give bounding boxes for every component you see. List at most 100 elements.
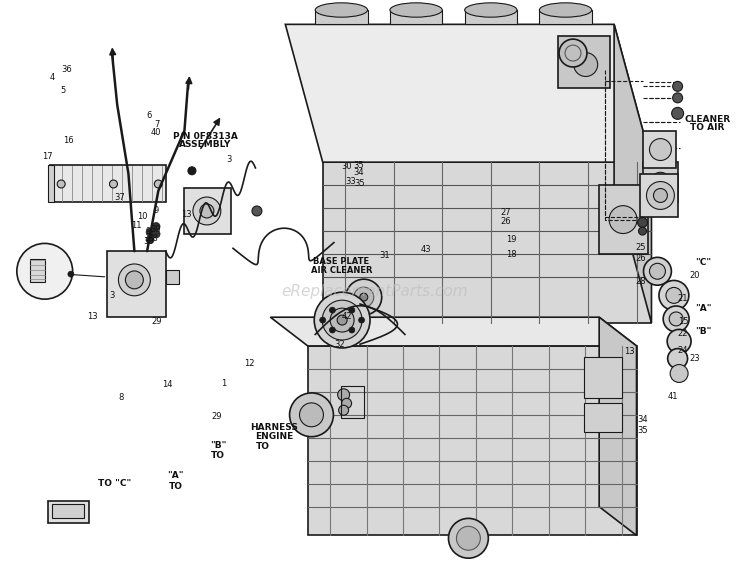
Text: 6: 6 bbox=[147, 111, 152, 119]
Text: TO: TO bbox=[256, 442, 270, 451]
Circle shape bbox=[609, 205, 637, 234]
Text: 13: 13 bbox=[87, 312, 98, 321]
Circle shape bbox=[349, 307, 355, 313]
Polygon shape bbox=[614, 24, 652, 323]
Text: 37: 37 bbox=[114, 193, 125, 203]
Text: 41: 41 bbox=[668, 392, 678, 401]
Text: P/N 0F8313A: P/N 0F8313A bbox=[173, 132, 238, 141]
Circle shape bbox=[152, 230, 160, 238]
Text: 11: 11 bbox=[130, 221, 141, 230]
Circle shape bbox=[320, 317, 326, 323]
Text: 33: 33 bbox=[346, 177, 356, 186]
Text: 21: 21 bbox=[677, 294, 688, 304]
Polygon shape bbox=[285, 24, 652, 162]
Circle shape bbox=[457, 526, 480, 550]
Circle shape bbox=[638, 218, 647, 227]
Text: TO: TO bbox=[211, 451, 225, 459]
Polygon shape bbox=[308, 346, 637, 535]
Circle shape bbox=[638, 227, 646, 235]
Text: 5: 5 bbox=[60, 86, 65, 95]
Bar bbox=[50, 165, 166, 203]
Bar bbox=[584, 403, 622, 432]
Text: "B": "B" bbox=[210, 441, 226, 449]
Text: 39: 39 bbox=[151, 225, 161, 234]
Bar bbox=[48, 501, 88, 523]
Circle shape bbox=[663, 306, 689, 332]
Text: 32: 32 bbox=[334, 340, 345, 349]
Text: 30: 30 bbox=[341, 162, 352, 171]
Polygon shape bbox=[322, 162, 652, 323]
Circle shape bbox=[330, 308, 354, 332]
Text: 34: 34 bbox=[638, 415, 648, 424]
Circle shape bbox=[146, 228, 154, 236]
Text: 23: 23 bbox=[689, 354, 700, 363]
Text: 17: 17 bbox=[43, 152, 53, 161]
Circle shape bbox=[341, 398, 352, 409]
Circle shape bbox=[559, 39, 587, 67]
Circle shape bbox=[650, 263, 665, 279]
Text: 12: 12 bbox=[244, 359, 255, 368]
Circle shape bbox=[110, 180, 118, 188]
Text: 14: 14 bbox=[162, 380, 172, 389]
Circle shape bbox=[329, 327, 335, 333]
Text: 26: 26 bbox=[500, 217, 511, 226]
Circle shape bbox=[574, 53, 598, 77]
Circle shape bbox=[154, 180, 162, 188]
Text: 26: 26 bbox=[635, 254, 646, 263]
Circle shape bbox=[290, 393, 334, 437]
Text: 10: 10 bbox=[136, 212, 147, 221]
Circle shape bbox=[188, 167, 196, 175]
Ellipse shape bbox=[315, 3, 368, 17]
Circle shape bbox=[125, 271, 143, 289]
Text: 35: 35 bbox=[353, 160, 364, 170]
Bar bbox=[166, 269, 179, 284]
Text: 40: 40 bbox=[151, 128, 161, 137]
Text: 34: 34 bbox=[353, 168, 364, 177]
Circle shape bbox=[646, 182, 674, 209]
Polygon shape bbox=[599, 317, 637, 535]
Ellipse shape bbox=[465, 3, 517, 17]
Circle shape bbox=[299, 403, 323, 427]
Circle shape bbox=[346, 279, 382, 315]
Text: TO: TO bbox=[169, 482, 182, 491]
Bar bbox=[599, 185, 648, 254]
Text: 7: 7 bbox=[154, 121, 160, 129]
Text: 3: 3 bbox=[226, 155, 232, 164]
Circle shape bbox=[448, 518, 488, 558]
Circle shape bbox=[252, 206, 262, 216]
Text: 43: 43 bbox=[421, 245, 431, 254]
Bar bbox=[643, 130, 676, 168]
Text: ASSEMBLY: ASSEMBLY bbox=[179, 140, 232, 149]
Circle shape bbox=[673, 93, 682, 103]
Circle shape bbox=[670, 365, 688, 383]
Circle shape bbox=[338, 389, 350, 400]
Polygon shape bbox=[390, 10, 442, 24]
Text: 20: 20 bbox=[689, 271, 700, 280]
Circle shape bbox=[668, 349, 688, 369]
Text: eReplacementParts.com: eReplacementParts.com bbox=[282, 284, 468, 299]
Bar bbox=[49, 165, 55, 203]
Text: 19: 19 bbox=[506, 235, 517, 244]
Text: "B": "B" bbox=[694, 327, 711, 336]
Text: 35: 35 bbox=[355, 179, 365, 188]
Circle shape bbox=[152, 223, 160, 230]
Circle shape bbox=[16, 243, 73, 299]
Text: AIR CLEANER: AIR CLEANER bbox=[310, 265, 372, 275]
Text: "A": "A" bbox=[167, 471, 184, 479]
Text: ENGINE: ENGINE bbox=[255, 432, 293, 441]
Circle shape bbox=[57, 180, 65, 188]
Text: HARNESS: HARNESS bbox=[251, 423, 298, 432]
Text: 1: 1 bbox=[221, 379, 226, 388]
Text: BASE PLATE: BASE PLATE bbox=[314, 257, 370, 266]
Circle shape bbox=[360, 293, 368, 301]
Circle shape bbox=[650, 138, 671, 160]
Ellipse shape bbox=[539, 3, 592, 17]
Bar bbox=[558, 36, 610, 88]
Text: 16: 16 bbox=[63, 136, 74, 145]
Text: 29: 29 bbox=[211, 412, 222, 421]
Bar bbox=[107, 251, 166, 317]
Circle shape bbox=[358, 317, 364, 323]
Circle shape bbox=[329, 307, 335, 313]
Text: 3: 3 bbox=[110, 291, 115, 300]
Text: 42: 42 bbox=[341, 312, 352, 321]
